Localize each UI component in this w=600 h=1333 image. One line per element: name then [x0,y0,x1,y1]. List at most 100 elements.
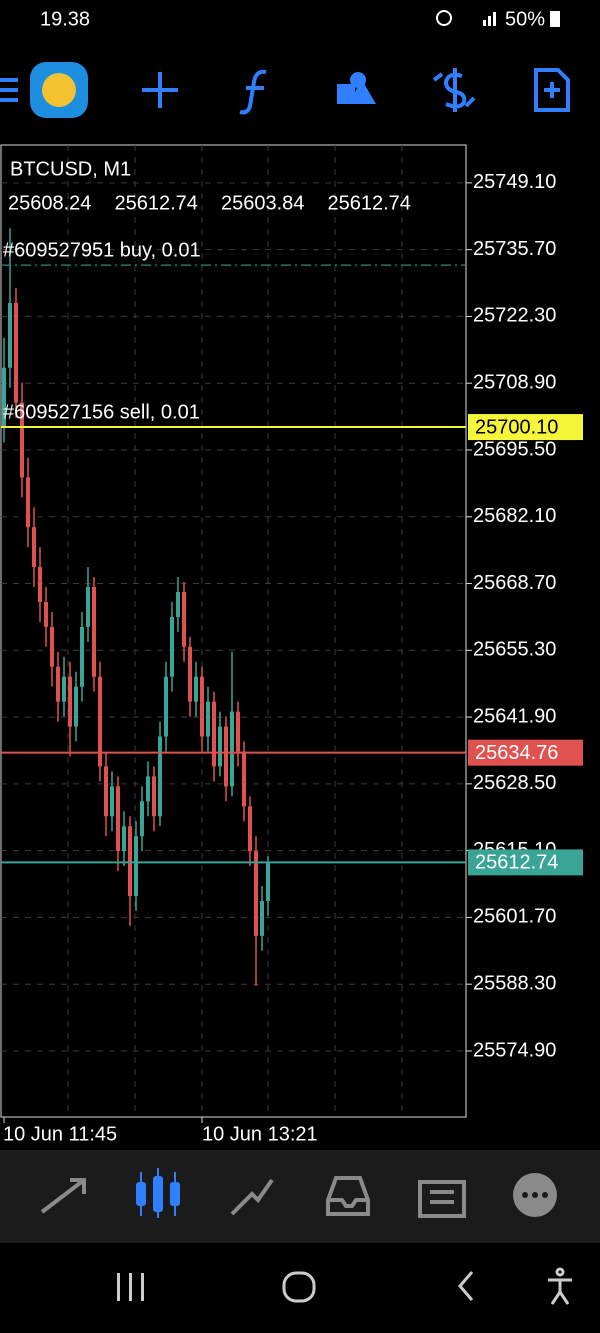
trade-button[interactable] [432,68,476,112]
candle-body [20,402,24,478]
candle-body [98,676,102,767]
candle-body [38,567,42,602]
candle-body [110,786,114,817]
android-nav [117,1267,572,1305]
candle-body [242,751,246,807]
signal-icon [483,12,496,26]
toolbar [0,62,570,118]
bottom-nav [0,1150,600,1243]
ohlc-value: 25603.84 [221,192,304,214]
back-button[interactable] [458,1271,474,1301]
y-tick-label: 25722.30 [473,305,556,327]
candle-body [80,626,84,687]
candle-body [92,587,96,677]
candle-body [50,626,54,667]
y-tick-label: 25695.50 [473,438,556,460]
y-tick-label: 25749.10 [473,171,556,193]
candle-body [128,826,132,896]
order-label: #609527156 sell, 0.01 [3,401,200,423]
candle-body [236,711,240,752]
candle-body [194,676,198,702]
price-box-label: 25612.74 [475,852,558,874]
trade-tab[interactable] [230,1178,274,1216]
ohlc-value: 25612.74 [115,192,198,214]
candle-body [122,826,126,852]
y-tick-label: 25708.90 [473,371,556,393]
candle-body [8,302,12,368]
candle-body [134,836,138,896]
candle-body [176,592,180,617]
indicators-button[interactable] [239,69,267,115]
clock: 19.38 [40,8,90,30]
price-box-label: 25700.10 [475,416,558,438]
candle-body [182,592,186,647]
y-tick-label: 25682.10 [473,505,556,527]
chart-tab[interactable] [136,1168,180,1218]
candle-body [212,701,216,767]
price-box [468,414,583,441]
news-tab[interactable] [418,1180,466,1218]
new-order-button[interactable] [534,68,570,112]
ohlc-value: 25612.74 [328,192,411,214]
candle-body [104,766,108,817]
y-tick-label: 25668.70 [473,572,556,594]
candle-body [152,776,156,817]
candle-body [158,736,162,817]
candle-body [62,676,66,702]
candle-body [32,527,36,568]
candle-body [224,726,228,787]
candle-body [254,851,258,936]
y-tick-label: 25628.50 [473,772,556,794]
price-box [468,739,583,766]
candle-body [26,477,30,528]
x-tick-label: 10 Jun 13:21 [202,1123,318,1145]
price-box [468,849,583,876]
chart: 25749.10 25735.70 25722.30 25708.90 25695.50… [0,144,583,1145]
candle-body [44,601,48,627]
candle-body [74,686,78,727]
candle-body [68,676,72,727]
ohlc-value: 25608.24 [8,192,91,214]
candle-body [218,726,222,767]
accessibility-button[interactable] [548,1267,572,1305]
candle-body [230,711,234,787]
alarm-icon [436,10,452,26]
chat-tab[interactable] [513,1173,557,1217]
x-tick-label: 10 Jun 11:45 [3,1123,117,1145]
candle-body [188,646,192,702]
quotes-tab[interactable] [40,1178,86,1214]
y-tick-label: 25655.30 [473,639,556,661]
y-tick-label: 25574.90 [473,1039,556,1061]
home-button[interactable] [282,1271,316,1303]
candle-body [248,806,252,852]
bottom-nav-icons [40,1168,557,1218]
candle-body [56,666,60,702]
y-tick-label: 25588.30 [473,972,556,994]
candle-body [200,676,204,737]
chart-frame [0,144,467,1118]
candle-body [14,302,18,403]
y-tick-label: 25641.90 [473,705,556,727]
order-label: #609527951 buy, 0.01 [3,239,201,261]
app-icon-center [42,73,76,107]
y-tick-label: 25735.70 [473,238,556,260]
candle-body [260,900,264,936]
candle-body [140,801,144,837]
history-tab[interactable] [326,1176,370,1216]
candle-body [170,616,174,677]
menu-button[interactable] [0,78,18,102]
candle-body [266,862,270,901]
objects-button[interactable] [337,72,376,104]
recents-button[interactable] [117,1273,144,1301]
candle-body [146,776,150,802]
candle-body [164,676,168,737]
candle-body [116,786,120,852]
price-box-label: 25634.76 [475,742,558,764]
candle-body [86,587,90,627]
y-tick-label: 25601.70 [473,906,556,928]
battery-icon [550,11,560,27]
crosshair-button[interactable] [142,72,178,108]
battery-level: 50% [505,8,545,30]
